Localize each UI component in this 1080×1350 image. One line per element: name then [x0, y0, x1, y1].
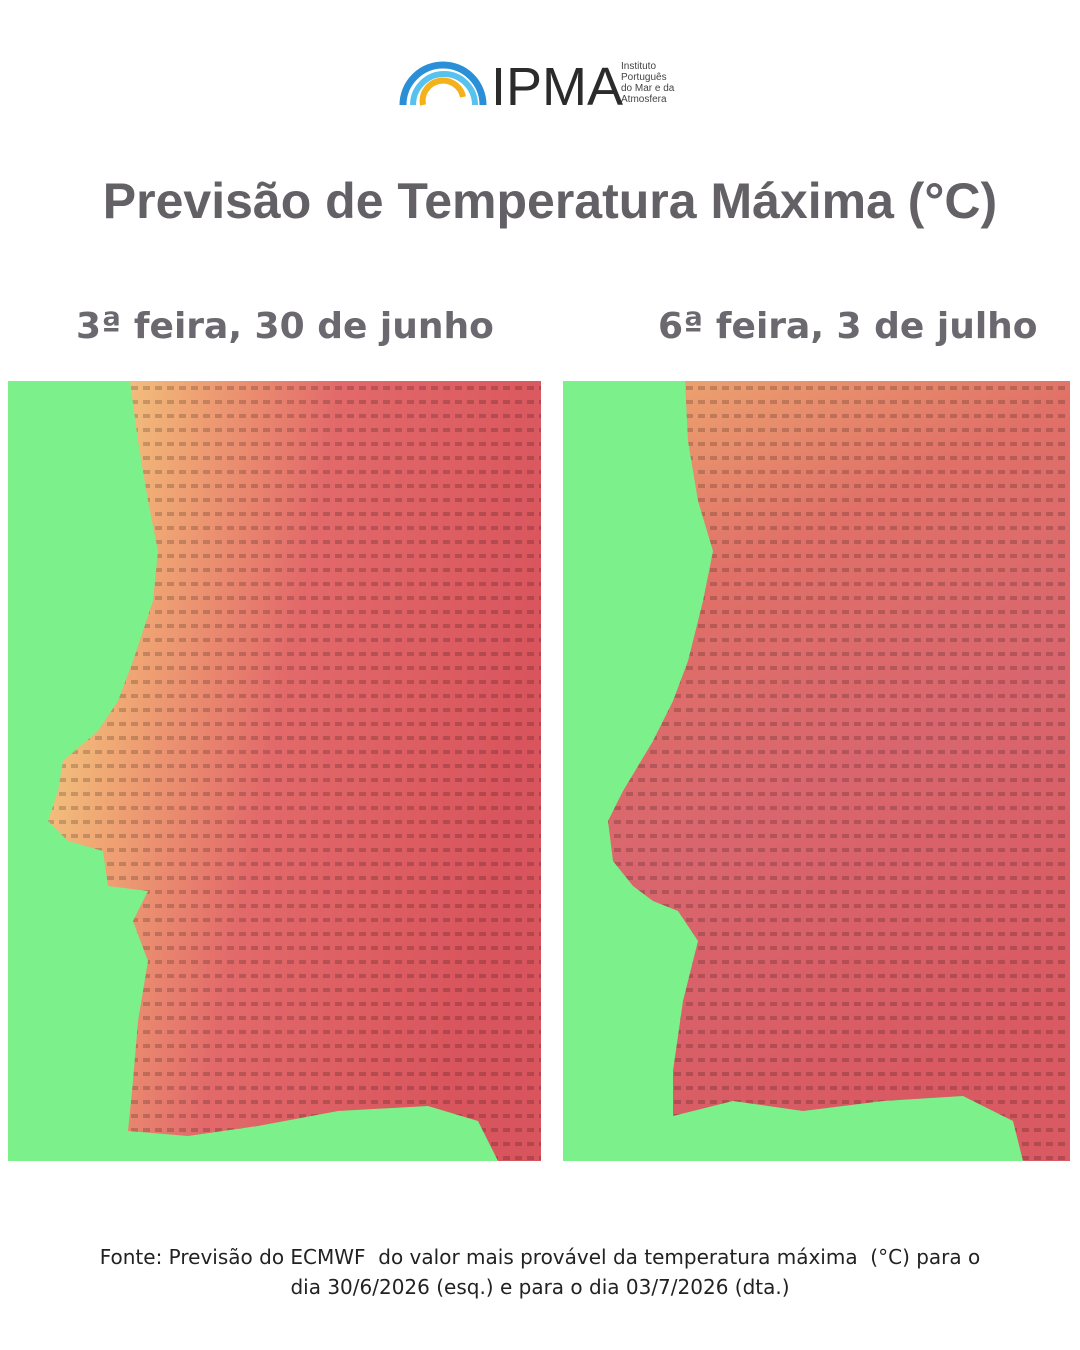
institute-line: Atmosfera — [621, 94, 667, 105]
map — [563, 381, 1070, 1161]
value-grid — [608, 381, 1070, 1161]
institute-line: do Mar e da — [621, 83, 675, 94]
title: Previsão de Temperatura Máxima (°C) — [102, 173, 998, 229]
logo-arc — [410, 71, 478, 106]
logo-text: IPMA — [491, 57, 623, 115]
panel-label: 6ª feira, 3 de julho — [658, 306, 1038, 347]
institute-line: Português — [621, 72, 667, 83]
logo-arc — [399, 61, 487, 106]
map — [8, 381, 541, 1161]
panel-label: 3ª feira, 30 de junho — [76, 306, 494, 347]
footer-line: Fonte: Previsão do ECMWF do valor mais p… — [99, 1245, 981, 1269]
logo: IPMA Instituto Português do Mar e da Atm… — [399, 57, 675, 115]
footer: Fonte: Previsão do ECMWF do valor mais p… — [0, 1242, 1080, 1302]
institute-line: Instituto — [621, 61, 656, 72]
value-grid — [48, 381, 541, 1161]
footer-line: dia 30/6/2026 (esq.) e para o dia 03/7/2… — [290, 1275, 790, 1299]
logo-arc — [419, 77, 466, 106]
